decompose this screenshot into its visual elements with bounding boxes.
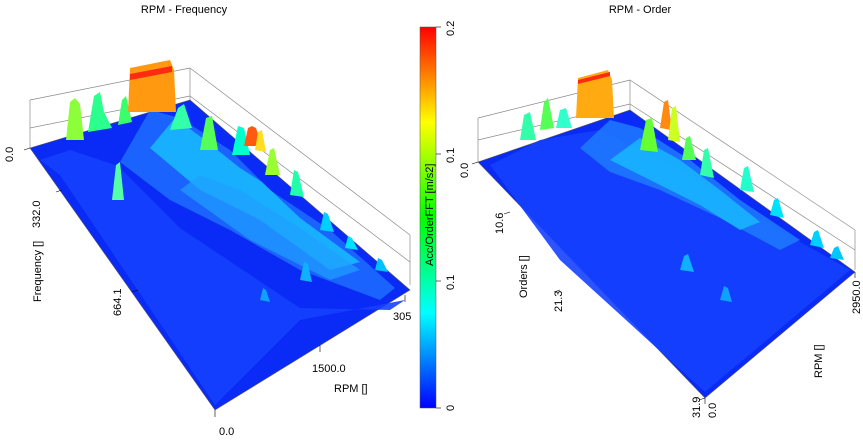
- y-axis-ticks: [471, 161, 706, 401]
- x-tick-label: 0.0: [707, 403, 719, 418]
- x-axis-label: RPM []: [813, 344, 825, 378]
- x-tick-label: 1500.0: [312, 363, 346, 375]
- colorbar-frame: [419, 26, 437, 409]
- y-tick-label: 10.6: [494, 213, 506, 234]
- colorbar: 0 0.1 0.1 0.2 Acc/OrderFFT [m/s2]: [419, 21, 457, 411]
- y-tick-label: 0.0: [4, 147, 16, 162]
- chart-title: RPM - Order: [609, 4, 672, 16]
- chart-rpm-order: RPM - Order: [459, 4, 863, 418]
- colorbar-tick-label: 0.1: [445, 275, 457, 290]
- x-axis-label: RPM []: [334, 383, 368, 395]
- y-axis-label: Frequency []: [32, 241, 44, 302]
- x-axis-ticks: [704, 272, 856, 404]
- y-tick-label: 332.0: [31, 200, 43, 228]
- x-tick-label: 0.0: [219, 426, 234, 435]
- y-axis-ticks: [23, 147, 139, 293]
- colorbar-ticks: [436, 26, 441, 409]
- colorbar-gradient: [420, 27, 436, 408]
- peaks: [520, 70, 844, 302]
- y-tick-label: 664.1: [112, 288, 124, 316]
- surface-band: [180, 175, 360, 280]
- chart-rpm-frequency: RPM - Frequency: [4, 4, 411, 438]
- peaks: [66, 60, 388, 302]
- colorbar-tick-label: 0.1: [445, 148, 457, 163]
- surface-outline: [29, 99, 411, 411]
- surface-ridge-2: [610, 138, 760, 230]
- x-tick-label: 2950.0: [851, 280, 863, 314]
- x-tick-label: 305: [393, 311, 411, 323]
- surface-ridge-2: [150, 118, 360, 270]
- colorbar-tick-label: 0: [445, 405, 457, 411]
- y-tick-label: 0.0: [459, 163, 471, 178]
- colorbar-label: Acc/OrderFFT [m/s2]: [424, 164, 436, 266]
- y-tick-label: 21.3: [553, 291, 565, 312]
- y-tick-label: 31.9: [691, 397, 703, 418]
- chart-title: RPM - Frequency: [141, 4, 228, 16]
- surface-body: [490, 130, 850, 392]
- colorbar-tick-label: 0.2: [445, 21, 457, 36]
- surface-body: [40, 150, 405, 405]
- y-axis-label: Orders []: [518, 255, 530, 298]
- x-axis-ticks: [214, 295, 406, 417]
